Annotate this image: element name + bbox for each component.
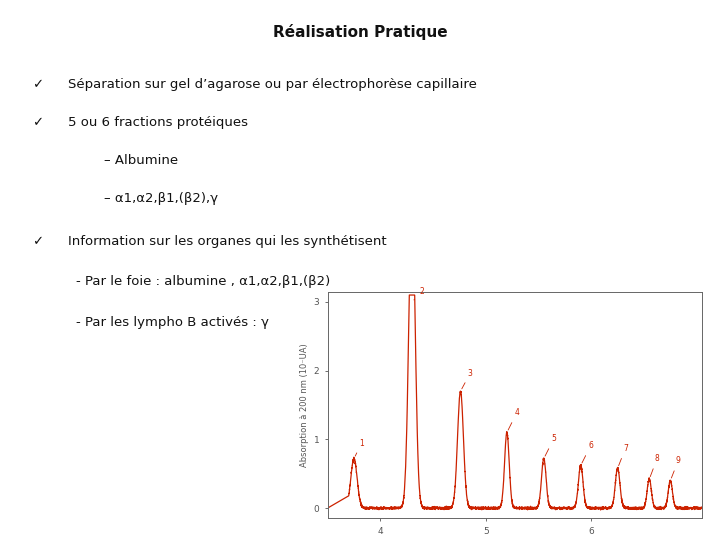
Text: 4: 4: [508, 408, 519, 430]
Text: 3: 3: [462, 368, 473, 389]
Text: – α1,α2,β1,(β2),γ: – α1,α2,β1,(β2),γ: [104, 192, 219, 205]
Text: 8: 8: [650, 455, 660, 477]
Text: 5: 5: [545, 435, 556, 456]
Text: 5 ou 6 fractions protéiques: 5 ou 6 fractions protéiques: [68, 116, 248, 129]
Text: Séparation sur gel d’agarose ou par électrophorèse capillaire: Séparation sur gel d’agarose ou par élec…: [68, 78, 477, 91]
Text: 6: 6: [582, 441, 593, 463]
Text: ✓: ✓: [32, 78, 43, 91]
Text: ✓: ✓: [32, 235, 43, 248]
Text: ✓: ✓: [32, 116, 43, 129]
Text: 1: 1: [355, 438, 364, 456]
Text: 9: 9: [671, 456, 680, 478]
Text: Réalisation Pratique: Réalisation Pratique: [273, 24, 447, 40]
Text: - Par le foie : albumine , α1,α2,β1,(β2): - Par le foie : albumine , α1,α2,β1,(β2): [76, 275, 330, 288]
Text: 2: 2: [414, 287, 424, 300]
Y-axis label: Absorption à 200 nm (10⁻UA): Absorption à 200 nm (10⁻UA): [300, 343, 310, 467]
Text: - Par les lympho B activés : γ: - Par les lympho B activés : γ: [76, 316, 269, 329]
Text: Information sur les organes qui les synthétisent: Information sur les organes qui les synt…: [68, 235, 387, 248]
Text: – Albumine: – Albumine: [104, 154, 179, 167]
Text: 7: 7: [618, 444, 628, 465]
